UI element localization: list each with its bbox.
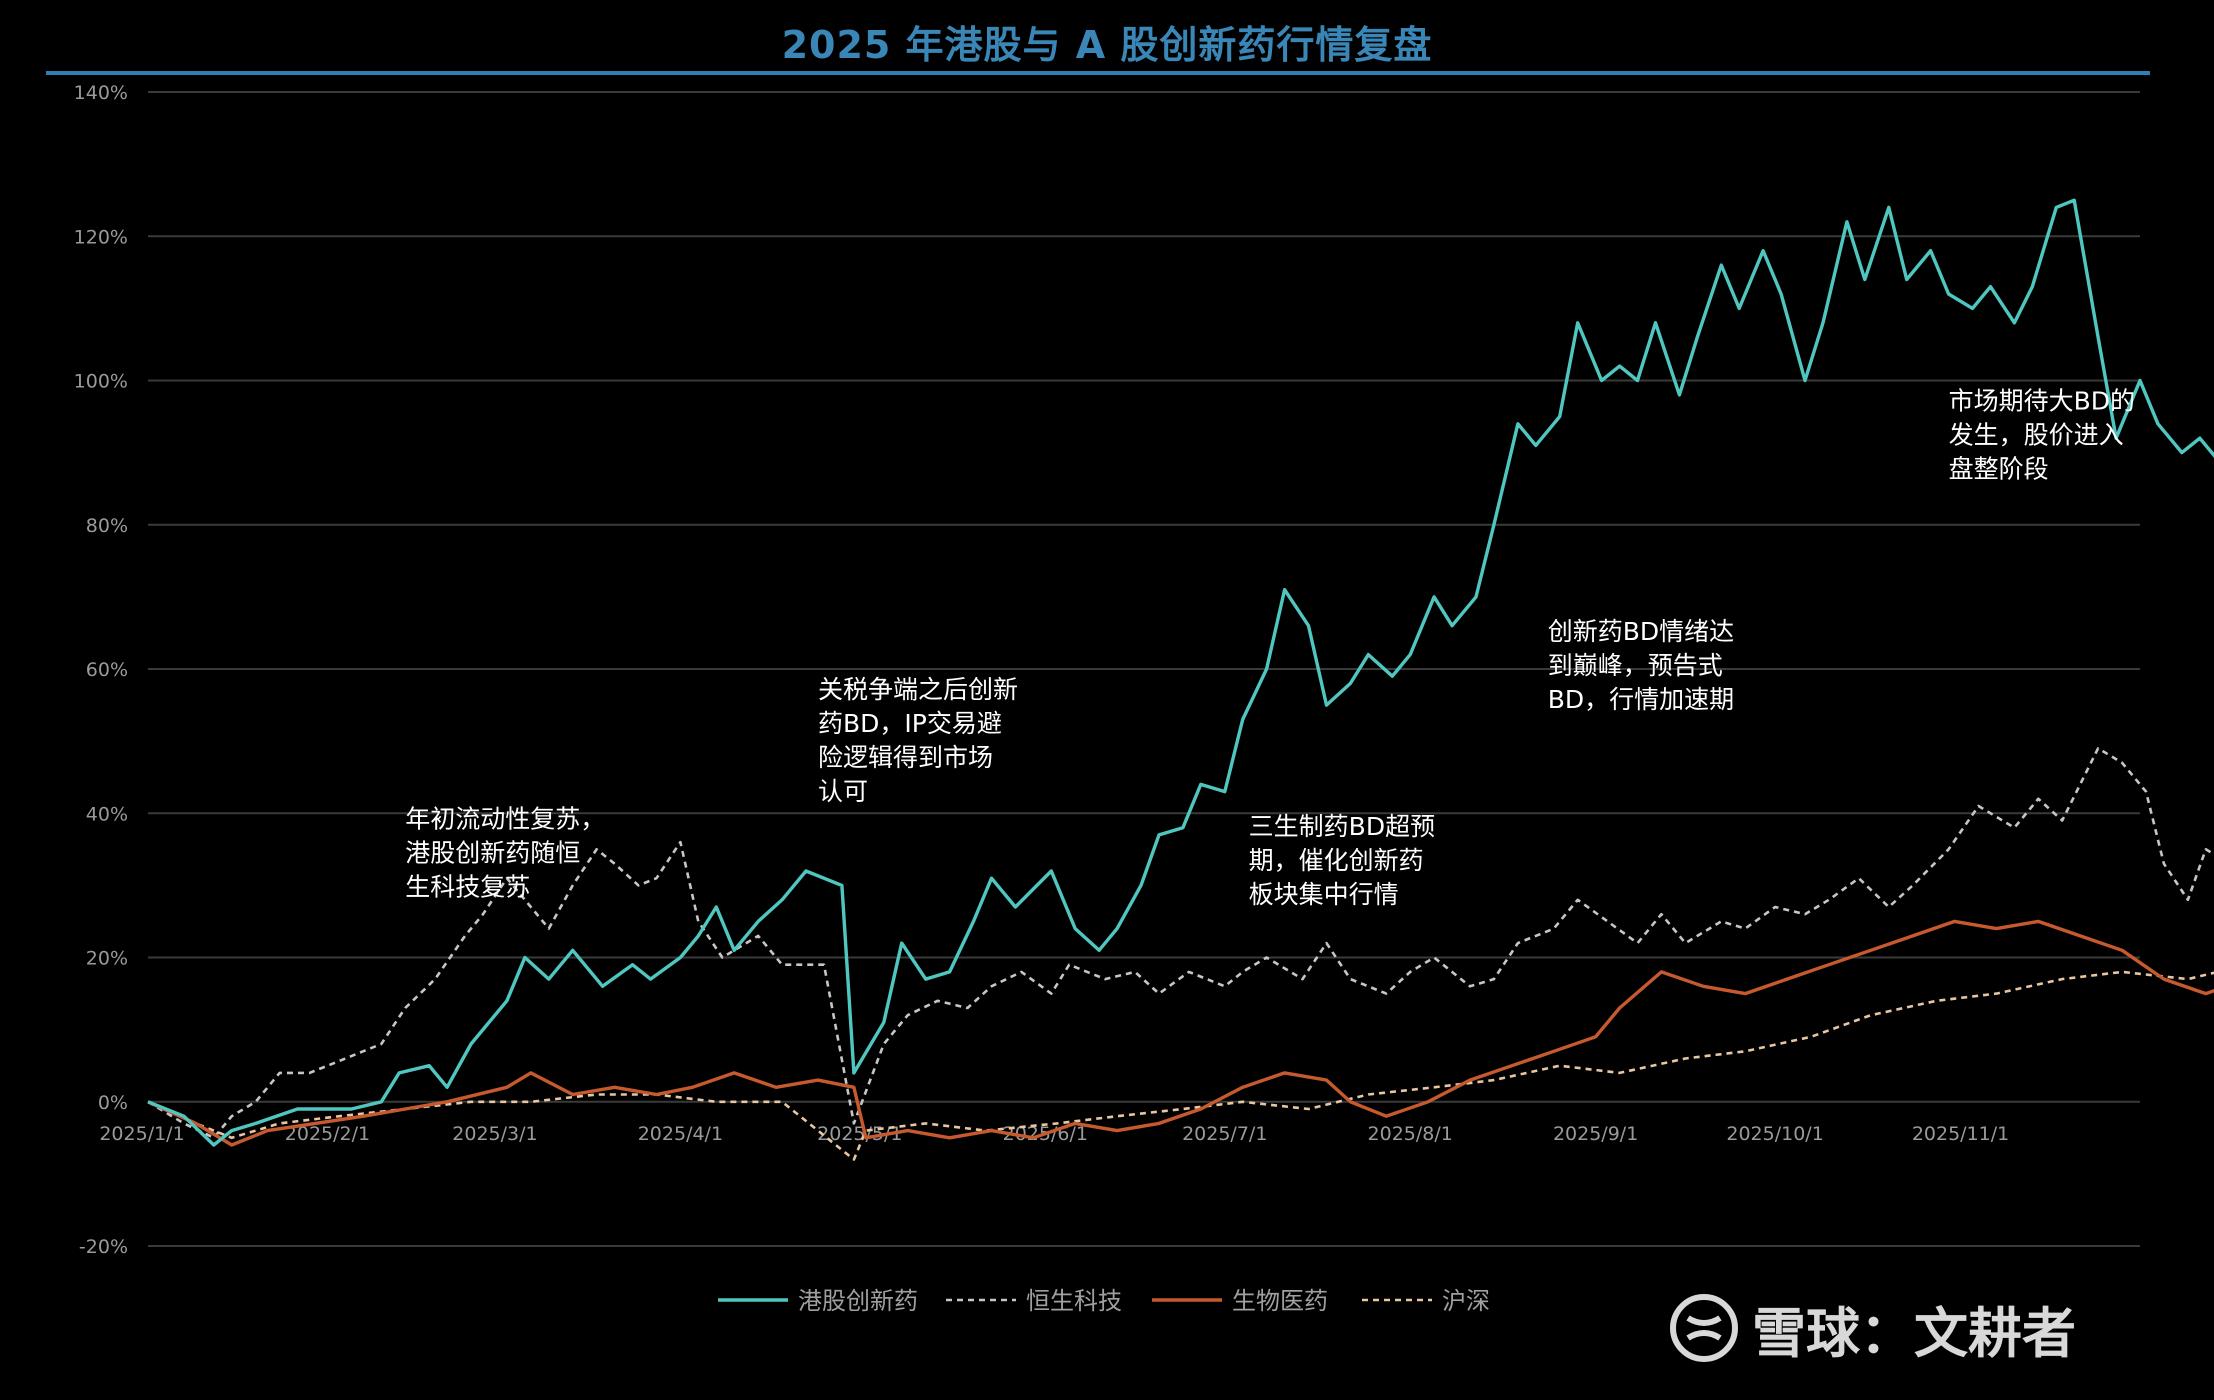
annotation-line: 药BD，IP交易避 — [818, 709, 1002, 738]
series-line-2 — [147, 919, 2214, 1147]
y-tick-label: 140% — [74, 82, 128, 104]
annotation-line: 发生，股价进入 — [1949, 420, 2124, 449]
annotation-line: 生科技复苏 — [405, 873, 530, 902]
annotation-2: 三生制药BD超预期，催化创新药板块集中行情 — [1249, 812, 1435, 909]
gridlines — [148, 91, 2140, 1247]
annotation-4: 市场期待大BD的发生，股价进入盘整阶段 — [1949, 386, 2135, 483]
y-tick-label: 0% — [98, 1092, 128, 1114]
y-tick-label: 80% — [86, 515, 128, 537]
annotation-line: BD，行情加速期 — [1548, 685, 1734, 714]
y-tick-label: 20% — [86, 948, 128, 970]
x-tick-label: 2025/9/1 — [1553, 1123, 1638, 1145]
x-tick-label: 2025/1/1 — [99, 1123, 184, 1145]
x-tick-label: 2025/11/1 — [1912, 1123, 2009, 1145]
series-lines — [147, 198, 2214, 1161]
x-tick-label: 2025/2/1 — [285, 1123, 370, 1145]
chart-title: 2025 年港股与 A 股创新药行情复盘 — [781, 23, 1433, 67]
annotation-line: 险逻辑得到市场 — [818, 743, 993, 772]
legend-label: 恒生科技 — [1026, 1287, 1122, 1315]
y-axis-ticks: -20% 0% 20% 40% 60% 80% 100% 120% 140% — [74, 82, 128, 1258]
x-tick-label: 2025/4/1 — [638, 1123, 723, 1145]
annotation-line: 盘整阶段 — [1949, 454, 2049, 483]
annotation-line: 三生制药BD超预 — [1249, 812, 1435, 841]
legend-label: 港股创新药 — [798, 1287, 918, 1315]
snowball-logo-icon — [1670, 1294, 1738, 1362]
annotation-line: 年初流动性复苏， — [405, 805, 605, 834]
annotation-3: 创新药BD情绪达到巅峰，预告式 BD，行情加速期 — [1548, 617, 1734, 714]
watermark: 雪球：文耕者 — [1668, 1288, 2076, 1368]
annotation-line: 认可 — [818, 777, 868, 806]
annotation-line: 港股创新药随恒 — [405, 839, 580, 868]
x-axis-ticks: 2025/1/1 2025/2/1 2025/3/1 2025/4/1 2025/5/1… — [99, 1123, 2009, 1145]
annotation-line: 创新药BD情绪达 — [1548, 617, 1734, 646]
legend: 港股创新药 恒生科技 生物医药 沪深 — [718, 1287, 1490, 1315]
x-tick-label: 2025/8/1 — [1368, 1123, 1453, 1145]
x-tick-label: 2025/7/1 — [1182, 1123, 1267, 1145]
series-line-3 — [147, 970, 2214, 1161]
x-tick-label: 2025/3/1 — [452, 1123, 537, 1145]
title-divider — [46, 71, 2150, 75]
legend-label: 沪深 — [1442, 1287, 1490, 1315]
annotation-line: 期，催化创新药 — [1249, 846, 1424, 875]
annotation-line: 到巅峰，预告式 — [1548, 651, 1723, 680]
y-tick-label: 40% — [86, 803, 128, 825]
y-tick-label: 120% — [74, 226, 128, 248]
annotation-line: 关税争端之后创新 — [818, 675, 1018, 704]
annotation-line: 板块集中行情 — [1249, 880, 1399, 909]
y-tick-label: 100% — [74, 371, 128, 393]
annotation-0: 年初流动性复苏， 港股创新药随恒生科技复苏 — [405, 805, 605, 902]
annotations: 年初流动性复苏， 港股创新药随恒生科技复苏 关税争端之后创新药BD，IP交易避险逻辑… — [405, 386, 2135, 909]
y-tick-label: 60% — [86, 659, 128, 681]
legend-label: 生物医药 — [1232, 1287, 1328, 1315]
x-tick-label: 2025/10/1 — [1726, 1123, 1823, 1145]
annotation-line: 市场期待大BD的 — [1949, 386, 2135, 415]
annotation-1: 关税争端之后创新药BD，IP交易避险逻辑得到市场认可 — [818, 675, 1018, 806]
watermark-text: 雪球：文耕者 — [1752, 1301, 2076, 1365]
y-tick-label: -20% — [79, 1236, 128, 1258]
series-line-1 — [147, 747, 2214, 1140]
series-line-0 — [147, 198, 2214, 1147]
